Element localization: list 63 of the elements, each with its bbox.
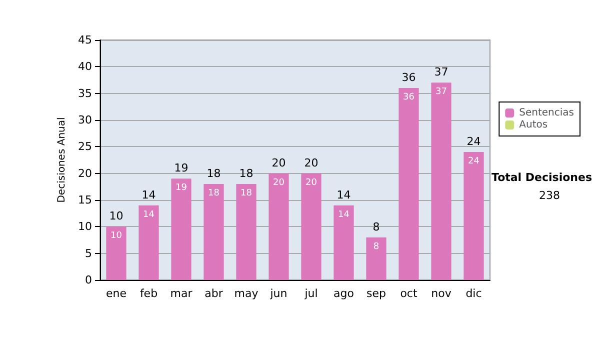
total-label: 14 bbox=[142, 188, 156, 202]
y-tick-label: 15 bbox=[78, 194, 92, 206]
total-label: 18 bbox=[206, 167, 221, 180]
x-tick-label: ene bbox=[106, 287, 127, 300]
total-label: 14 bbox=[336, 188, 351, 202]
total-label: 37 bbox=[434, 66, 448, 79]
data-label: 37 bbox=[436, 87, 447, 98]
x-tick-label: jul bbox=[304, 287, 318, 300]
data-label: 8 bbox=[373, 242, 380, 252]
total-label: 8 bbox=[372, 220, 380, 234]
total-label: 36 bbox=[402, 71, 416, 84]
y-tick-label: 0 bbox=[85, 274, 92, 286]
data-label: 19 bbox=[176, 183, 188, 194]
x-tick-label: dic bbox=[466, 287, 482, 300]
x-tick-label: nov bbox=[431, 287, 452, 300]
data-label: 20 bbox=[306, 178, 318, 188]
y-tick-label: 10 bbox=[78, 220, 92, 234]
bar bbox=[431, 82, 452, 280]
x-tick-label: sep bbox=[366, 287, 386, 300]
y-axis-title: Decisiones Anual bbox=[56, 117, 68, 203]
data-label: 10 bbox=[110, 231, 122, 242]
total-label: 18 bbox=[239, 167, 254, 180]
bar bbox=[366, 237, 386, 280]
data-label: 18 bbox=[240, 188, 252, 198]
y-tick-label: 40 bbox=[78, 60, 92, 74]
total-label: 24 bbox=[466, 135, 481, 148]
bar bbox=[268, 173, 289, 280]
y-tick-label: 30 bbox=[78, 114, 92, 126]
x-tick-label: may bbox=[234, 287, 259, 300]
data-label: 36 bbox=[403, 92, 415, 102]
x-tick-label: abr bbox=[204, 287, 224, 300]
y-tick-label: 25 bbox=[78, 140, 92, 154]
text: 238 bbox=[539, 189, 560, 202]
bar bbox=[106, 226, 126, 280]
bar bbox=[464, 152, 484, 280]
text: Total Decisiones bbox=[492, 171, 592, 184]
data-label: 20 bbox=[273, 178, 285, 188]
x-tick-label: mar bbox=[170, 287, 193, 300]
x-tick-label: jun bbox=[269, 287, 288, 300]
total-label: 20 bbox=[272, 156, 286, 170]
bar bbox=[138, 205, 159, 280]
bar bbox=[236, 184, 256, 280]
legend-label: Autos bbox=[519, 120, 548, 130]
bar bbox=[334, 205, 354, 280]
y-tick-label: 35 bbox=[78, 86, 92, 100]
x-tick-label: oct bbox=[400, 287, 418, 300]
data-label: 18 bbox=[208, 188, 220, 198]
data-label: 14 bbox=[143, 210, 155, 220]
y-tick-label: 20 bbox=[78, 166, 92, 180]
bar bbox=[398, 88, 419, 280]
y-tick-label: 45 bbox=[78, 34, 92, 46]
y-tick-label: 5 bbox=[85, 246, 92, 260]
total-label: 19 bbox=[174, 162, 188, 175]
bar bbox=[301, 173, 322, 280]
legend-label: Sentencias bbox=[519, 108, 574, 118]
total-label: 10 bbox=[109, 210, 124, 223]
x-tick-label: ago bbox=[334, 287, 354, 300]
bar bbox=[204, 184, 224, 280]
bar bbox=[171, 178, 192, 280]
data-label: 24 bbox=[468, 156, 480, 166]
x-tick-label: feb bbox=[140, 287, 158, 300]
total-label: 20 bbox=[304, 156, 318, 170]
data-label: 14 bbox=[338, 210, 350, 220]
